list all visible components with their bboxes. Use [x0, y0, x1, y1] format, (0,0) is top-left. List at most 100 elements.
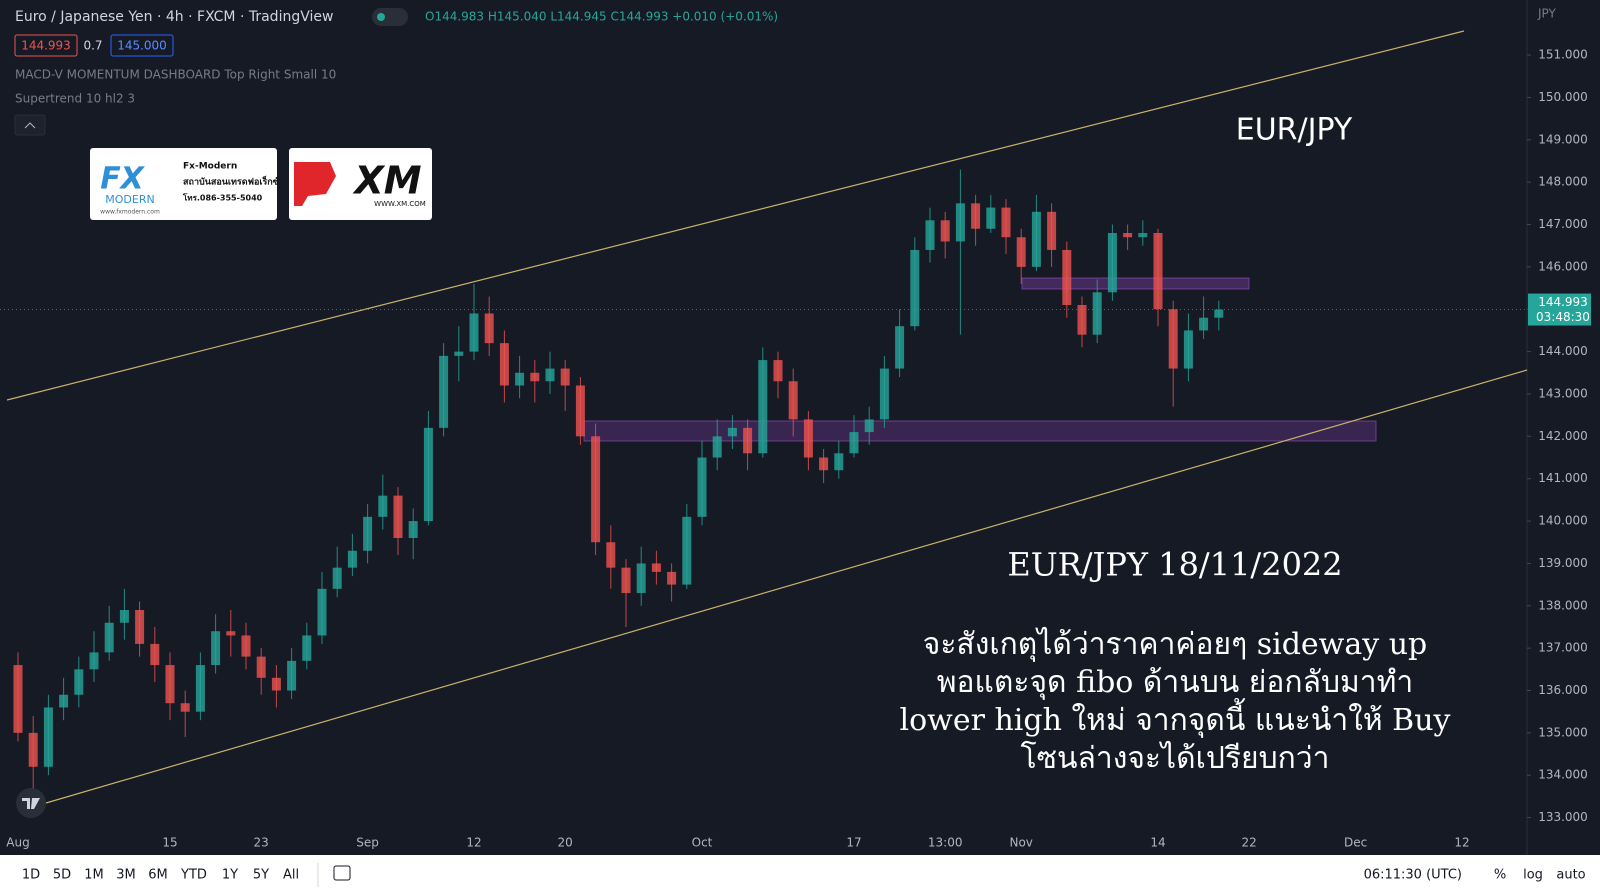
channel-lower — [45, 369, 1528, 804]
candle-body — [864, 419, 874, 433]
annotation: โซนล่างจะได้เปรียบกว่า — [1020, 740, 1329, 776]
candle-body — [895, 326, 905, 369]
candle-body — [819, 457, 829, 471]
y-tick-label: 148.000 — [1538, 175, 1588, 189]
last-price-box — [1528, 293, 1591, 326]
y-tick-label: 146.000 — [1538, 259, 1588, 273]
candle-body — [347, 550, 357, 568]
fx-line: โทร.086-355-5040 — [182, 193, 263, 203]
x-tick-label: 14 — [1150, 836, 1165, 850]
candle-body — [560, 368, 570, 386]
candle-body — [332, 567, 342, 589]
candle-body — [940, 220, 950, 242]
range-button[interactable]: 1D — [22, 868, 40, 883]
plot: 133.000 134.000 135.000 136.000 137.000 138.0… — [0, 48, 1591, 850]
range-button[interactable]: 3M — [116, 868, 136, 883]
candle-body — [925, 220, 935, 250]
candle-body — [165, 665, 175, 704]
candle-body — [1016, 237, 1026, 267]
candle-body — [1092, 292, 1102, 335]
last-price-label: 144.993 — [1538, 295, 1588, 309]
x-tick-label: Dec — [1344, 836, 1367, 850]
candle-body — [530, 372, 540, 382]
candle-body — [986, 207, 996, 229]
demand-zone — [583, 420, 1377, 442]
candle-body — [1199, 317, 1209, 331]
fx-logo — [90, 148, 277, 220]
supply-zone — [1021, 277, 1250, 290]
candle-body — [256, 656, 266, 678]
axis-option[interactable]: % — [1494, 868, 1506, 883]
candle-body — [150, 643, 160, 666]
range-button[interactable]: 6M — [148, 868, 168, 883]
candle-body — [423, 427, 433, 522]
y-tick-label: 143.000 — [1538, 386, 1588, 400]
candle-body — [408, 521, 418, 539]
candle-body — [955, 203, 965, 242]
tv-logo[interactable] — [16, 788, 46, 818]
candle-body — [788, 381, 798, 420]
x-tick-label: 17 — [846, 836, 861, 850]
candle-body — [393, 495, 403, 539]
candle-body — [1183, 330, 1193, 369]
candle-body — [1031, 211, 1041, 267]
x-tick-label: Nov — [1009, 836, 1032, 850]
candle-body — [211, 631, 221, 666]
candle-body — [1168, 309, 1178, 369]
range-button[interactable]: All — [283, 868, 299, 883]
candle-body — [195, 665, 205, 712]
range-button[interactable]: 5Y — [253, 868, 269, 883]
x-tick-label: Sep — [356, 836, 379, 850]
candle-body — [636, 563, 646, 594]
fx-brand: FX — [100, 162, 145, 197]
x-tick-label: 15 — [162, 836, 177, 850]
y-tick-label: 139.000 — [1538, 556, 1588, 570]
bid-box[interactable] — [14, 34, 78, 57]
candle-body — [1047, 211, 1057, 250]
candle-body — [484, 313, 494, 344]
y-tick-label: 144.000 — [1538, 344, 1588, 358]
range-button[interactable]: 1M — [84, 868, 104, 883]
candle-body — [621, 567, 631, 594]
axis-option[interactable]: auto — [1556, 868, 1585, 883]
candle-body — [180, 703, 190, 712]
range-button[interactable]: 5D — [53, 868, 71, 883]
candle-body — [773, 360, 783, 382]
candle-body — [606, 542, 616, 568]
collapse-icon — [24, 122, 36, 129]
candle-body — [439, 355, 449, 428]
tv-logo-mark — [22, 798, 40, 809]
candle-body — [849, 432, 859, 454]
date-range-icon[interactable] — [333, 865, 351, 881]
candle-body — [515, 372, 525, 386]
candle-body — [89, 652, 99, 670]
ask-box[interactable] — [110, 34, 174, 57]
currency[interactable]: JPY — [1537, 7, 1557, 21]
x-tick-label: 13:00 — [928, 836, 963, 850]
candle-body — [302, 635, 312, 661]
y-tick-label: 151.000 — [1538, 48, 1588, 62]
annotation: lower high ใหม่ จากจุดนี้ แนะนำให้ Buy — [900, 698, 1451, 739]
candle-body — [1077, 305, 1087, 335]
y-tick-label: 138.000 — [1538, 598, 1588, 612]
candle-body — [1123, 232, 1133, 238]
candle-body — [13, 665, 23, 733]
candle-body — [28, 732, 38, 767]
axis-option[interactable]: log — [1523, 868, 1543, 883]
candle-body — [803, 419, 813, 458]
candle-body — [119, 610, 129, 623]
candle-body — [1214, 309, 1224, 318]
x-tick-label: Aug — [6, 836, 29, 850]
range-button[interactable]: YTD — [180, 868, 207, 883]
toolbar-items: 1D 5D 1M 3M 6M YTD 1Y 5Y All% log auto — [22, 868, 1586, 883]
candle-body — [287, 660, 297, 691]
y-tick-label: 149.000 — [1538, 132, 1588, 146]
candle-body — [697, 457, 707, 517]
fx-line: สถาบันสอนเทรดฟอเร็กซ์ — [183, 175, 279, 188]
range-button[interactable]: 1Y — [222, 868, 238, 883]
y-tick-label: 136.000 — [1538, 683, 1588, 697]
candle-body — [545, 368, 555, 382]
collapse-button[interactable] — [14, 114, 46, 136]
y-tick-label: 134.000 — [1538, 768, 1588, 782]
candle-body — [43, 707, 53, 767]
